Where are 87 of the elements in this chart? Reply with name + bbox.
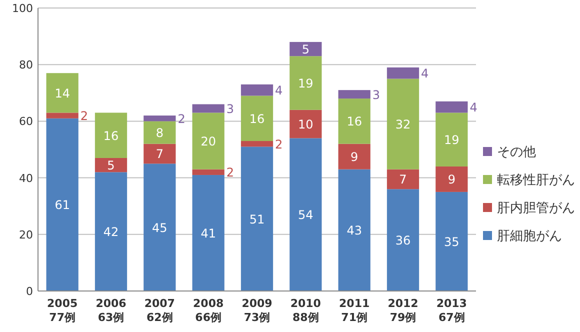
bar	[290, 138, 322, 291]
y-tick-label: 60	[19, 115, 33, 128]
data-label: 2	[80, 109, 88, 124]
bar	[386, 67, 420, 79]
bar	[192, 174, 224, 291]
bar	[386, 169, 420, 190]
bar	[94, 158, 128, 172]
data-label: 41	[200, 226, 216, 240]
legend-label: 転移性肝がん	[497, 173, 575, 188]
data-label: 16	[249, 112, 265, 126]
bar	[144, 164, 176, 291]
bar	[436, 101, 468, 113]
bar	[338, 98, 370, 144]
x-tick-label: 2009 73例	[242, 297, 272, 324]
legend-label: その他	[497, 145, 536, 160]
data-label: 7	[156, 147, 164, 162]
y-tick-label: 100	[12, 2, 33, 15]
bar	[192, 169, 224, 175]
data-label: 5	[302, 42, 310, 57]
data-label: 16	[103, 128, 119, 143]
bar	[144, 116, 176, 122]
data-label: 7	[399, 172, 407, 187]
legend-label: 肝細胞がん	[497, 229, 562, 244]
data-label: 16	[346, 114, 362, 129]
bar	[290, 42, 322, 56]
data-label: 14	[54, 86, 70, 100]
data-label: 4	[421, 66, 429, 81]
bar	[240, 84, 274, 96]
bar	[338, 169, 370, 291]
bar	[46, 118, 78, 291]
bar	[46, 73, 78, 113]
bar	[192, 112, 224, 170]
x-tick-label: 2007 62例	[144, 297, 175, 324]
bar	[290, 110, 322, 138]
data-label: 3	[372, 88, 380, 102]
data-label: 2	[275, 137, 283, 152]
bar	[436, 112, 468, 166]
data-label: 2	[178, 112, 186, 126]
x-tick-label: 2006 63例	[96, 297, 127, 324]
bar	[240, 146, 274, 291]
data-label: 2	[226, 166, 234, 180]
bar	[192, 104, 224, 113]
data-label: 4	[470, 100, 478, 115]
x-tick-label: 2011 71例	[339, 297, 370, 324]
data-label: 32	[395, 118, 411, 132]
data-label: 43	[346, 224, 362, 238]
data-label: 35	[444, 234, 460, 249]
data-label: 3	[226, 102, 234, 116]
y-tick-label: 0	[26, 285, 33, 298]
x-tick-label: 2013 67例	[436, 297, 467, 324]
data-label: 54	[298, 208, 314, 222]
data-label: 4	[275, 84, 283, 98]
bar	[240, 96, 274, 142]
data-label: 9	[448, 172, 456, 187]
x-tick-label: 2008 66例	[193, 297, 224, 324]
bar	[386, 78, 420, 170]
bar	[338, 144, 370, 170]
legend-label: 肝内胆管がん	[497, 201, 575, 216]
data-label: 19	[444, 133, 460, 148]
y-tick-label: 20	[19, 228, 33, 242]
data-label: 8	[156, 126, 164, 140]
data-label: 9	[350, 150, 358, 164]
y-tick-label: 80	[19, 58, 33, 72]
bar	[94, 172, 128, 291]
data-label: 5	[107, 158, 115, 173]
bar	[46, 112, 78, 118]
data-label: 36	[395, 234, 411, 248]
data-label: 19	[298, 76, 314, 90]
data-label: 42	[103, 225, 119, 240]
bar	[290, 56, 322, 110]
bar	[94, 112, 128, 158]
data-label: 20	[200, 134, 216, 149]
bar	[338, 90, 370, 99]
x-tick-label: 2005 77例	[47, 297, 78, 324]
bar	[436, 192, 468, 291]
bar	[436, 166, 468, 192]
data-label: 45	[152, 220, 168, 235]
data-label: 51	[249, 212, 265, 226]
bar	[144, 144, 176, 164]
x-tick-label: 2012 79例	[388, 297, 418, 324]
y-tick-label: 40	[19, 172, 33, 185]
data-label: 10	[298, 118, 314, 132]
data-label: 61	[54, 198, 70, 212]
bar	[386, 189, 420, 291]
bar	[240, 141, 274, 147]
bar	[144, 121, 176, 144]
x-tick-label: 2010 88例	[290, 297, 322, 324]
